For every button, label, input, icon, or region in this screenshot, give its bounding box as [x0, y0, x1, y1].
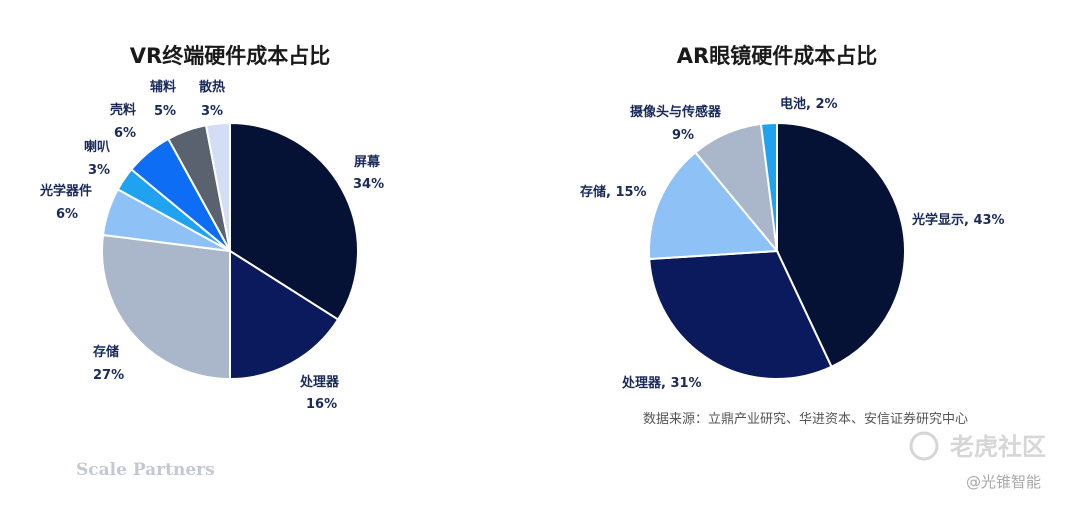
ar-slice-1	[776, 121, 906, 369]
ar-value-camera-sensor: 9%	[672, 128, 694, 143]
vr-label-speaker: 喇叭	[84, 139, 110, 155]
ar-pie	[648, 121, 906, 380]
vr-value-optics: 6%	[56, 207, 78, 222]
vr-slice-2	[229, 249, 340, 381]
vr-value-cooling: 3%	[201, 104, 223, 119]
vr-label-processor: 处理器	[299, 374, 340, 390]
ar-label-battery: 电池, 2%	[780, 96, 838, 112]
brand-text: Scale Partners	[76, 460, 215, 480]
vr-label-optics: 光学器件	[39, 183, 92, 199]
ar-chart-title: AR眼镜硬件成本占比	[677, 44, 877, 68]
vr-label-cooling: 散热	[199, 79, 225, 95]
ar-slice-3	[648, 150, 780, 261]
vr-value-shell: 6%	[114, 126, 136, 141]
vr-value-storage: 27%	[93, 368, 124, 383]
ar-slice-2	[648, 249, 833, 380]
vr-value-accessory: 5%	[154, 104, 176, 119]
ar-label-processor: 处理器, 31%	[621, 375, 702, 391]
vr-value-processor: 16%	[306, 397, 337, 412]
vr-chart-title: VR终端硬件成本占比	[130, 44, 330, 68]
watermark-text: 老虎社区	[950, 433, 1046, 461]
ar-label-camera-sensor: 摄像头与传感器	[630, 104, 722, 120]
vr-value-speaker: 3%	[88, 163, 110, 178]
vr-slice-3	[101, 233, 231, 381]
ar-slice-5	[759, 121, 778, 252]
vr-label-shell: 壳料	[109, 102, 136, 118]
vr-slice-8	[204, 121, 231, 252]
vr-label-accessory: 辅料	[150, 79, 176, 95]
source-note: 数据来源：立鼎产业研究、华进资本、安信证券研究中心	[643, 411, 968, 427]
vr-label-screen: 屏幕	[354, 154, 381, 170]
vr-pie	[101, 121, 359, 381]
watermark: 老虎社区	[909, 431, 1046, 461]
watermark-logo-icon	[909, 431, 939, 461]
vr-label-storage: 存储	[93, 344, 119, 360]
watermark-handle: @光锥智能	[966, 473, 1041, 491]
vr-value-screen: 34%	[353, 177, 384, 192]
ar-label-optical-display: 光学显示, 43%	[911, 212, 1005, 228]
ar-label-storage: 存储, 15%	[580, 184, 647, 200]
